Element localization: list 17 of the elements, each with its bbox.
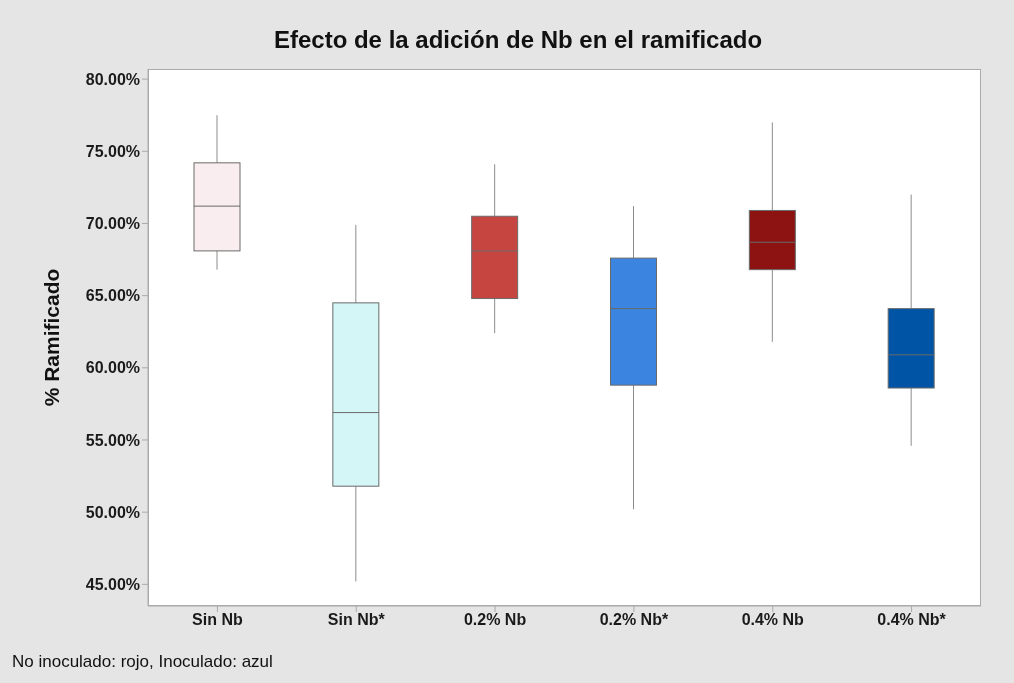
x-tick-label: Sin Nb — [192, 611, 243, 629]
y-tick-label: 80.00% — [85, 70, 140, 88]
y-tick-label: 50.00% — [85, 503, 140, 521]
x-tick-label: 0.2% Nb* — [599, 611, 669, 629]
chart-title: Efecto de la adición de Nb en el ramificado — [272, 25, 764, 55]
x-tick-label: Sin Nb* — [327, 611, 386, 629]
x-tick-label: 0.4% Nb* — [877, 611, 947, 629]
y-tick-label: 45.00% — [85, 576, 140, 594]
y-axis-title: % Ramificado — [40, 268, 64, 407]
x-tick-label: 0.2% Nb — [463, 611, 527, 629]
y-tick-label: 65.00% — [85, 287, 140, 305]
text: No inoculado: rojo, Inoculado: azul — [12, 651, 273, 673]
y-tick-label: 75.00% — [85, 142, 140, 160]
y-tick-label: 60.00% — [85, 359, 140, 377]
x-tick-label: 0.4% Nb — [741, 611, 805, 629]
y-tick-label: 70.00% — [85, 215, 140, 233]
y-tick-label: 55.00% — [85, 431, 140, 449]
